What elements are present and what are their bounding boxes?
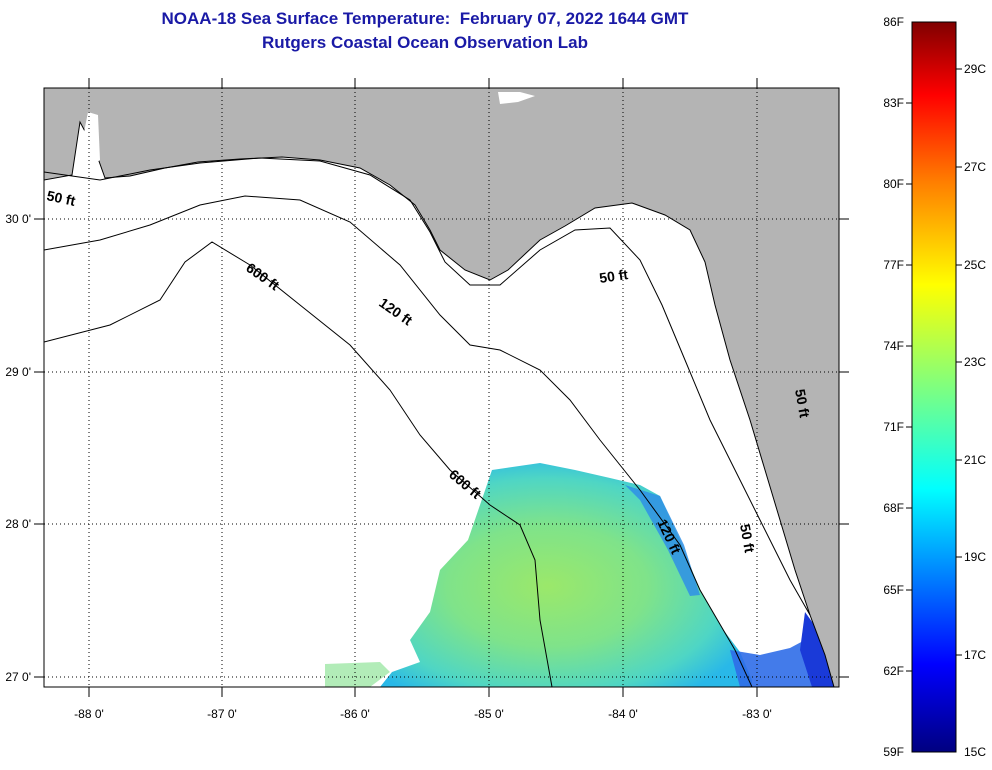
colorbar-c-label: 27C xyxy=(964,160,986,174)
isobath-contours xyxy=(44,157,811,687)
mobile-bay xyxy=(75,112,100,178)
longitude-label: -86 0' xyxy=(340,707,370,721)
colorbar-c-label: 25C xyxy=(964,258,986,272)
axis-ticks xyxy=(34,78,849,697)
colorbar-f-label: 77F xyxy=(883,258,904,272)
colorbar-c-label: 23C xyxy=(964,355,986,369)
contour-label: 50 ft xyxy=(737,523,758,554)
colorbar-c-label: 15C xyxy=(964,745,986,759)
longitude-label: -83 0' xyxy=(742,707,772,721)
colorbar-c-label: 17C xyxy=(964,648,986,662)
map-title: NOAA-18 Sea Surface Temperature: Februar… xyxy=(161,9,689,28)
latitude-label: 30 0' xyxy=(5,212,31,226)
colorbar-c-label: 19C xyxy=(964,550,986,564)
graticule xyxy=(44,88,839,687)
colorbar-f-label: 83F xyxy=(883,96,904,110)
longitude-label: -88 0' xyxy=(74,707,104,721)
land-area xyxy=(44,88,839,687)
map-subtitle: Rutgers Coastal Ocean Observation Lab xyxy=(262,33,588,52)
colorbar-f-label: 71F xyxy=(883,420,904,434)
contour-label: 50 ft xyxy=(598,266,629,286)
longitude-label: -84 0' xyxy=(608,707,638,721)
temperature-colorbar: 86F 83F 80F 77F 74F 71F 68F 65F 62F 59F … xyxy=(883,15,986,759)
colorbar-c-label: 21C xyxy=(964,453,986,467)
colorbar-c-label: 29C xyxy=(964,62,986,76)
lake-feature xyxy=(498,92,535,104)
latitude-label: 28 0' xyxy=(5,517,31,531)
colorbar-f-label: 74F xyxy=(883,339,904,353)
latitude-label: 27 0' xyxy=(5,670,31,684)
latitude-label: 29 0' xyxy=(5,365,31,379)
colorbar-f-label: 86F xyxy=(883,15,904,29)
colorbar-f-label: 65F xyxy=(883,583,904,597)
colorbar-f-label: 62F xyxy=(883,664,904,678)
colorbar-f-label: 59F xyxy=(883,745,904,759)
contour-label: 50 ft xyxy=(45,187,77,209)
colorbar-f-label: 80F xyxy=(883,177,904,191)
contour-label: 50 ft xyxy=(792,388,813,419)
longitude-label: -87 0' xyxy=(207,707,237,721)
colorbar-f-label: 68F xyxy=(883,501,904,515)
map-frame xyxy=(43,87,840,688)
longitude-label: -85 0' xyxy=(474,707,504,721)
sst-data-layer xyxy=(325,463,836,687)
